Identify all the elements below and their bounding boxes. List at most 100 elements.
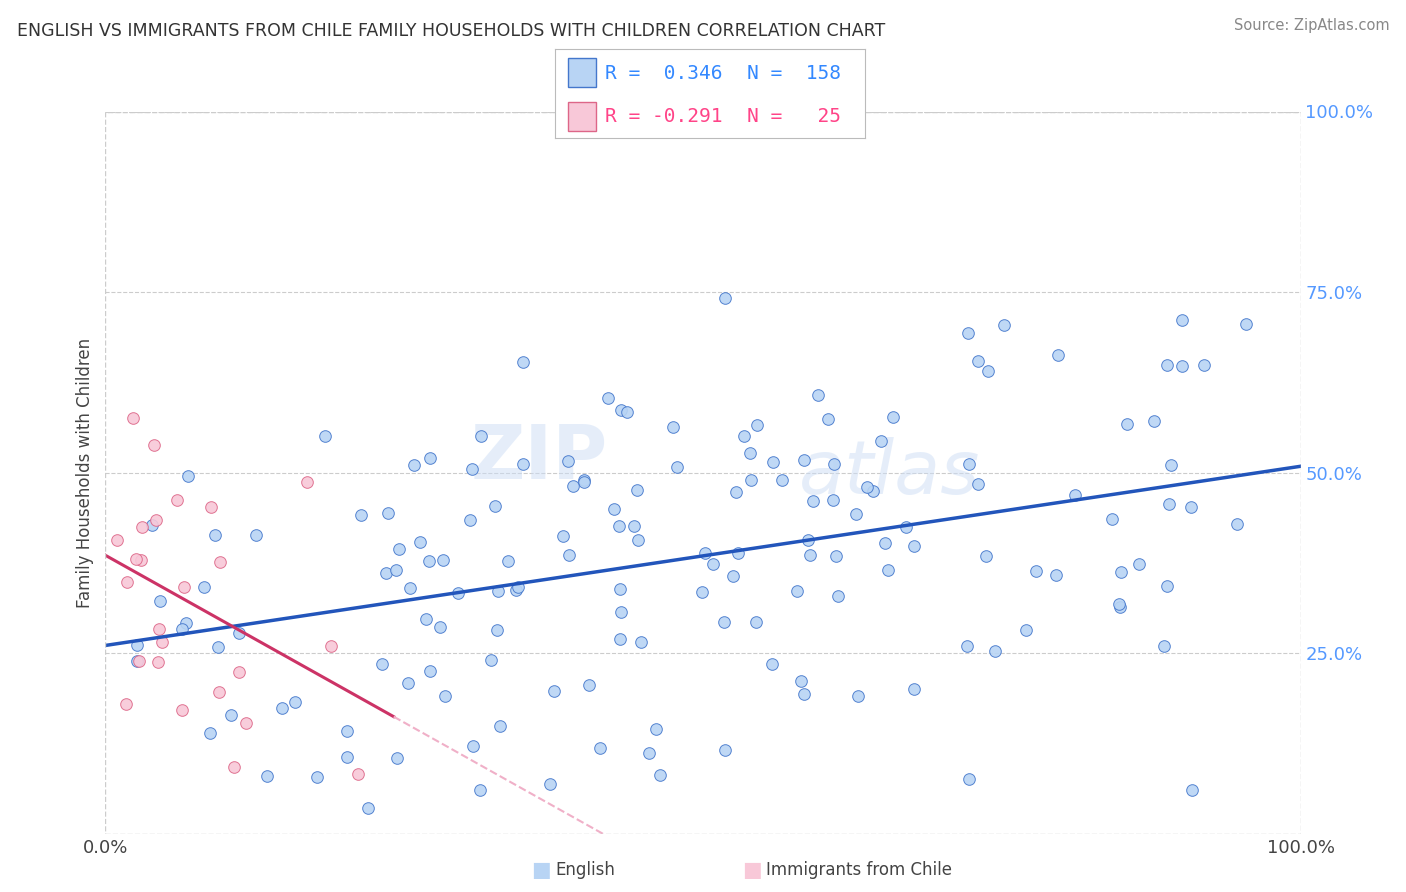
- Point: [562, 479, 585, 493]
- Point: [204, 528, 226, 542]
- Point: [1115, 417, 1137, 431]
- Point: [983, 644, 1005, 658]
- Point: [856, 480, 879, 494]
- Point: [1128, 557, 1150, 571]
- Point: [177, 469, 200, 483]
- Point: [1108, 597, 1130, 611]
- Text: R = -0.291: R = -0.291: [605, 107, 723, 127]
- Point: [172, 622, 194, 636]
- Point: [714, 742, 737, 756]
- Point: [1170, 312, 1192, 326]
- Point: [862, 483, 884, 498]
- Text: Immigrants from Chile: Immigrants from Chile: [766, 861, 952, 879]
- Point: [1045, 568, 1067, 582]
- Point: [127, 654, 149, 668]
- Point: [305, 770, 328, 784]
- Point: [875, 536, 897, 550]
- Point: [131, 520, 153, 534]
- Point: [505, 582, 527, 597]
- Point: [470, 429, 492, 443]
- Point: [630, 635, 652, 649]
- Point: [399, 581, 422, 595]
- Point: [572, 475, 595, 489]
- Point: [1025, 564, 1047, 578]
- Y-axis label: Family Households with Children: Family Households with Children: [76, 338, 94, 607]
- Point: [793, 453, 815, 467]
- Point: [797, 533, 820, 547]
- Point: [596, 391, 619, 405]
- Point: [789, 673, 811, 688]
- Point: [793, 687, 815, 701]
- Point: [967, 476, 990, 491]
- Point: [578, 677, 600, 691]
- Point: [404, 458, 426, 473]
- Point: [1192, 358, 1215, 372]
- Point: [967, 354, 990, 368]
- Point: [977, 364, 1000, 378]
- Text: atlas: atlas: [799, 437, 980, 508]
- Point: [458, 513, 481, 527]
- Point: [374, 566, 396, 580]
- Point: [484, 500, 506, 514]
- Point: [429, 619, 451, 633]
- Point: [957, 772, 980, 787]
- Point: [894, 520, 917, 534]
- Point: [1063, 488, 1085, 502]
- Point: [610, 402, 633, 417]
- Point: [496, 554, 519, 568]
- Point: [415, 611, 437, 625]
- Text: R =  0.346: R = 0.346: [605, 63, 723, 83]
- Point: [627, 533, 650, 547]
- Point: [1170, 359, 1192, 373]
- Point: [1156, 358, 1178, 372]
- Point: [208, 685, 231, 699]
- Point: [200, 500, 222, 515]
- Point: [761, 657, 783, 671]
- FancyBboxPatch shape: [568, 102, 596, 131]
- Text: ZIP: ZIP: [470, 422, 607, 495]
- Point: [738, 446, 761, 460]
- Point: [319, 640, 342, 654]
- Point: [974, 549, 997, 563]
- Point: [1181, 782, 1204, 797]
- Point: [993, 318, 1015, 332]
- Point: [609, 632, 631, 647]
- Point: [347, 767, 370, 781]
- Point: [870, 434, 893, 449]
- Point: [609, 582, 631, 596]
- Point: [714, 291, 737, 305]
- Text: ■: ■: [742, 860, 762, 880]
- Point: [419, 664, 441, 678]
- Point: [149, 593, 172, 607]
- Point: [638, 747, 661, 761]
- Point: [723, 569, 745, 583]
- Point: [166, 493, 188, 508]
- Point: [176, 615, 198, 630]
- Point: [558, 548, 581, 562]
- Point: [129, 553, 152, 567]
- Point: [396, 675, 419, 690]
- Point: [433, 689, 456, 703]
- Point: [208, 555, 231, 569]
- Point: [207, 640, 229, 654]
- Point: [1109, 566, 1132, 580]
- Point: [695, 546, 717, 560]
- Point: [807, 388, 830, 402]
- Point: [460, 462, 482, 476]
- Point: [745, 615, 768, 629]
- Point: [827, 589, 849, 603]
- Point: [799, 548, 821, 562]
- Point: [762, 455, 785, 469]
- Point: [350, 508, 373, 522]
- Point: [1153, 639, 1175, 653]
- Point: [488, 719, 510, 733]
- Text: ■: ■: [531, 860, 551, 880]
- Point: [512, 457, 534, 471]
- Point: [823, 457, 845, 471]
- Point: [468, 783, 491, 797]
- Point: [740, 474, 762, 488]
- Point: [141, 517, 163, 532]
- Point: [418, 554, 440, 568]
- Point: [224, 760, 246, 774]
- Point: [882, 410, 904, 425]
